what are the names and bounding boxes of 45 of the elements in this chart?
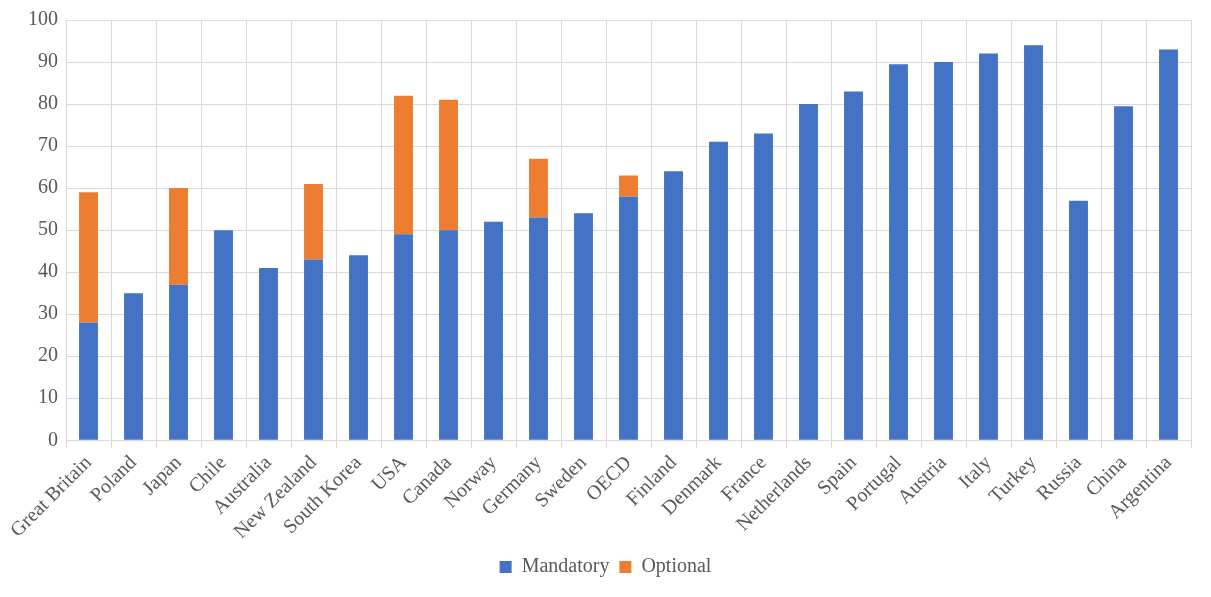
legend-label: Optional [641, 554, 712, 578]
bar [169, 284, 188, 440]
bar [394, 234, 413, 440]
y-tick-label: 30 [38, 301, 58, 324]
bar [484, 221, 503, 440]
bar [79, 322, 98, 440]
bar [1024, 45, 1043, 440]
bar [1159, 49, 1178, 440]
bar [79, 192, 98, 323]
bar [169, 188, 188, 285]
bar [259, 267, 278, 440]
legend-label: Mandatory [521, 554, 610, 578]
bar [304, 259, 323, 440]
bar [124, 293, 143, 440]
y-tick-label: 40 [38, 259, 58, 282]
y-tick-label: 0 [48, 427, 58, 450]
bar [889, 64, 908, 440]
bar [1069, 200, 1088, 440]
bar [619, 196, 638, 440]
bar [529, 158, 548, 218]
bar [349, 255, 368, 440]
bar [1114, 106, 1133, 440]
bar [394, 95, 413, 235]
y-tick-label: 100 [28, 7, 58, 30]
bar [934, 62, 953, 440]
y-tick-label: 20 [38, 343, 58, 366]
bar [214, 230, 233, 440]
bar [709, 141, 728, 440]
bar [844, 91, 863, 440]
y-tick-label: 90 [38, 49, 58, 72]
y-tick-label: 70 [38, 133, 58, 156]
bar [439, 230, 458, 440]
bar [979, 53, 998, 440]
bar [664, 171, 683, 440]
bar [754, 133, 773, 440]
bar [619, 175, 638, 197]
bar [304, 183, 323, 260]
y-tick-label: 10 [38, 385, 58, 408]
bar [574, 213, 593, 440]
y-tick-label: 60 [38, 175, 58, 198]
bar [799, 104, 818, 440]
y-tick-label: 50 [38, 217, 58, 240]
y-tick-label: 80 [38, 91, 58, 114]
bar [529, 217, 548, 440]
bar [439, 99, 458, 231]
